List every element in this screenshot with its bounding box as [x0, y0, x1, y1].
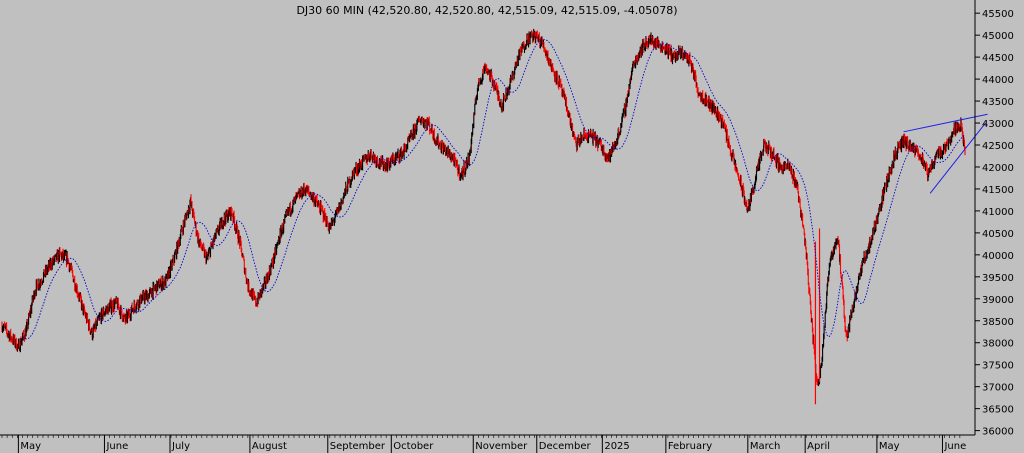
- price-tick-label: 39000: [982, 295, 1014, 306]
- time-tick-label: 2025: [604, 441, 629, 452]
- time-tick-label: November: [475, 441, 528, 452]
- trendline: [903, 113, 988, 133]
- time-tick-label: February: [668, 441, 712, 452]
- time-tick-label: September: [330, 441, 386, 452]
- candles-layer: [1, 28, 966, 387]
- moving-average-layer: [22, 39, 965, 340]
- trendline: [929, 122, 986, 194]
- trendlines-layer: [903, 113, 988, 194]
- price-tick-label: 42500: [982, 141, 1014, 152]
- price-tick-label: 38500: [982, 317, 1014, 328]
- price-tick-label: 43500: [982, 97, 1014, 108]
- price-tick-label: 40500: [982, 229, 1014, 240]
- price-tick-label: 40000: [982, 251, 1014, 262]
- price-tick-label: 37000: [982, 383, 1014, 394]
- price-tick-label: 45000: [982, 31, 1014, 42]
- price-tick-label: 37500: [982, 361, 1014, 372]
- spikes-layer: [814, 228, 821, 405]
- price-tick-label: 36500: [982, 405, 1014, 416]
- time-tick-label: June: [943, 441, 966, 452]
- time-tick-label: May: [879, 441, 900, 452]
- time-tick-label: March: [750, 441, 780, 452]
- time-tick-label: December: [539, 441, 592, 452]
- chart-title: DJ30 60 MIN (42,520.80, 42,520.80, 42,51…: [296, 4, 677, 17]
- time-tick-label: August: [252, 441, 287, 452]
- price-tick-label: 41500: [982, 185, 1014, 196]
- price-tick-label: 42000: [982, 163, 1014, 174]
- price-tick-label: 43000: [982, 119, 1014, 130]
- time-tick-label: July: [171, 441, 190, 452]
- time-axis: May June July August September October Novembe…: [0, 434, 975, 453]
- price-axis: 36000 36500 37000 37500 38000 38500 39000 39500…: [974, 0, 1014, 438]
- moving-average-line: [22, 39, 965, 340]
- price-tick-label: 45500: [982, 9, 1014, 20]
- price-tick-label: 44000: [982, 75, 1014, 86]
- price-tick-label: 39500: [982, 273, 1014, 284]
- price-tick-label: 41000: [982, 207, 1014, 218]
- time-tick-label: October: [393, 441, 434, 452]
- price-tick-label: 38000: [982, 339, 1014, 350]
- price-tick-label: 44500: [982, 53, 1014, 64]
- time-tick-label: June: [105, 441, 128, 452]
- time-tick-label: April: [807, 441, 830, 452]
- time-tick-label: May: [20, 441, 41, 452]
- price-tick-label: 36000: [982, 427, 1014, 438]
